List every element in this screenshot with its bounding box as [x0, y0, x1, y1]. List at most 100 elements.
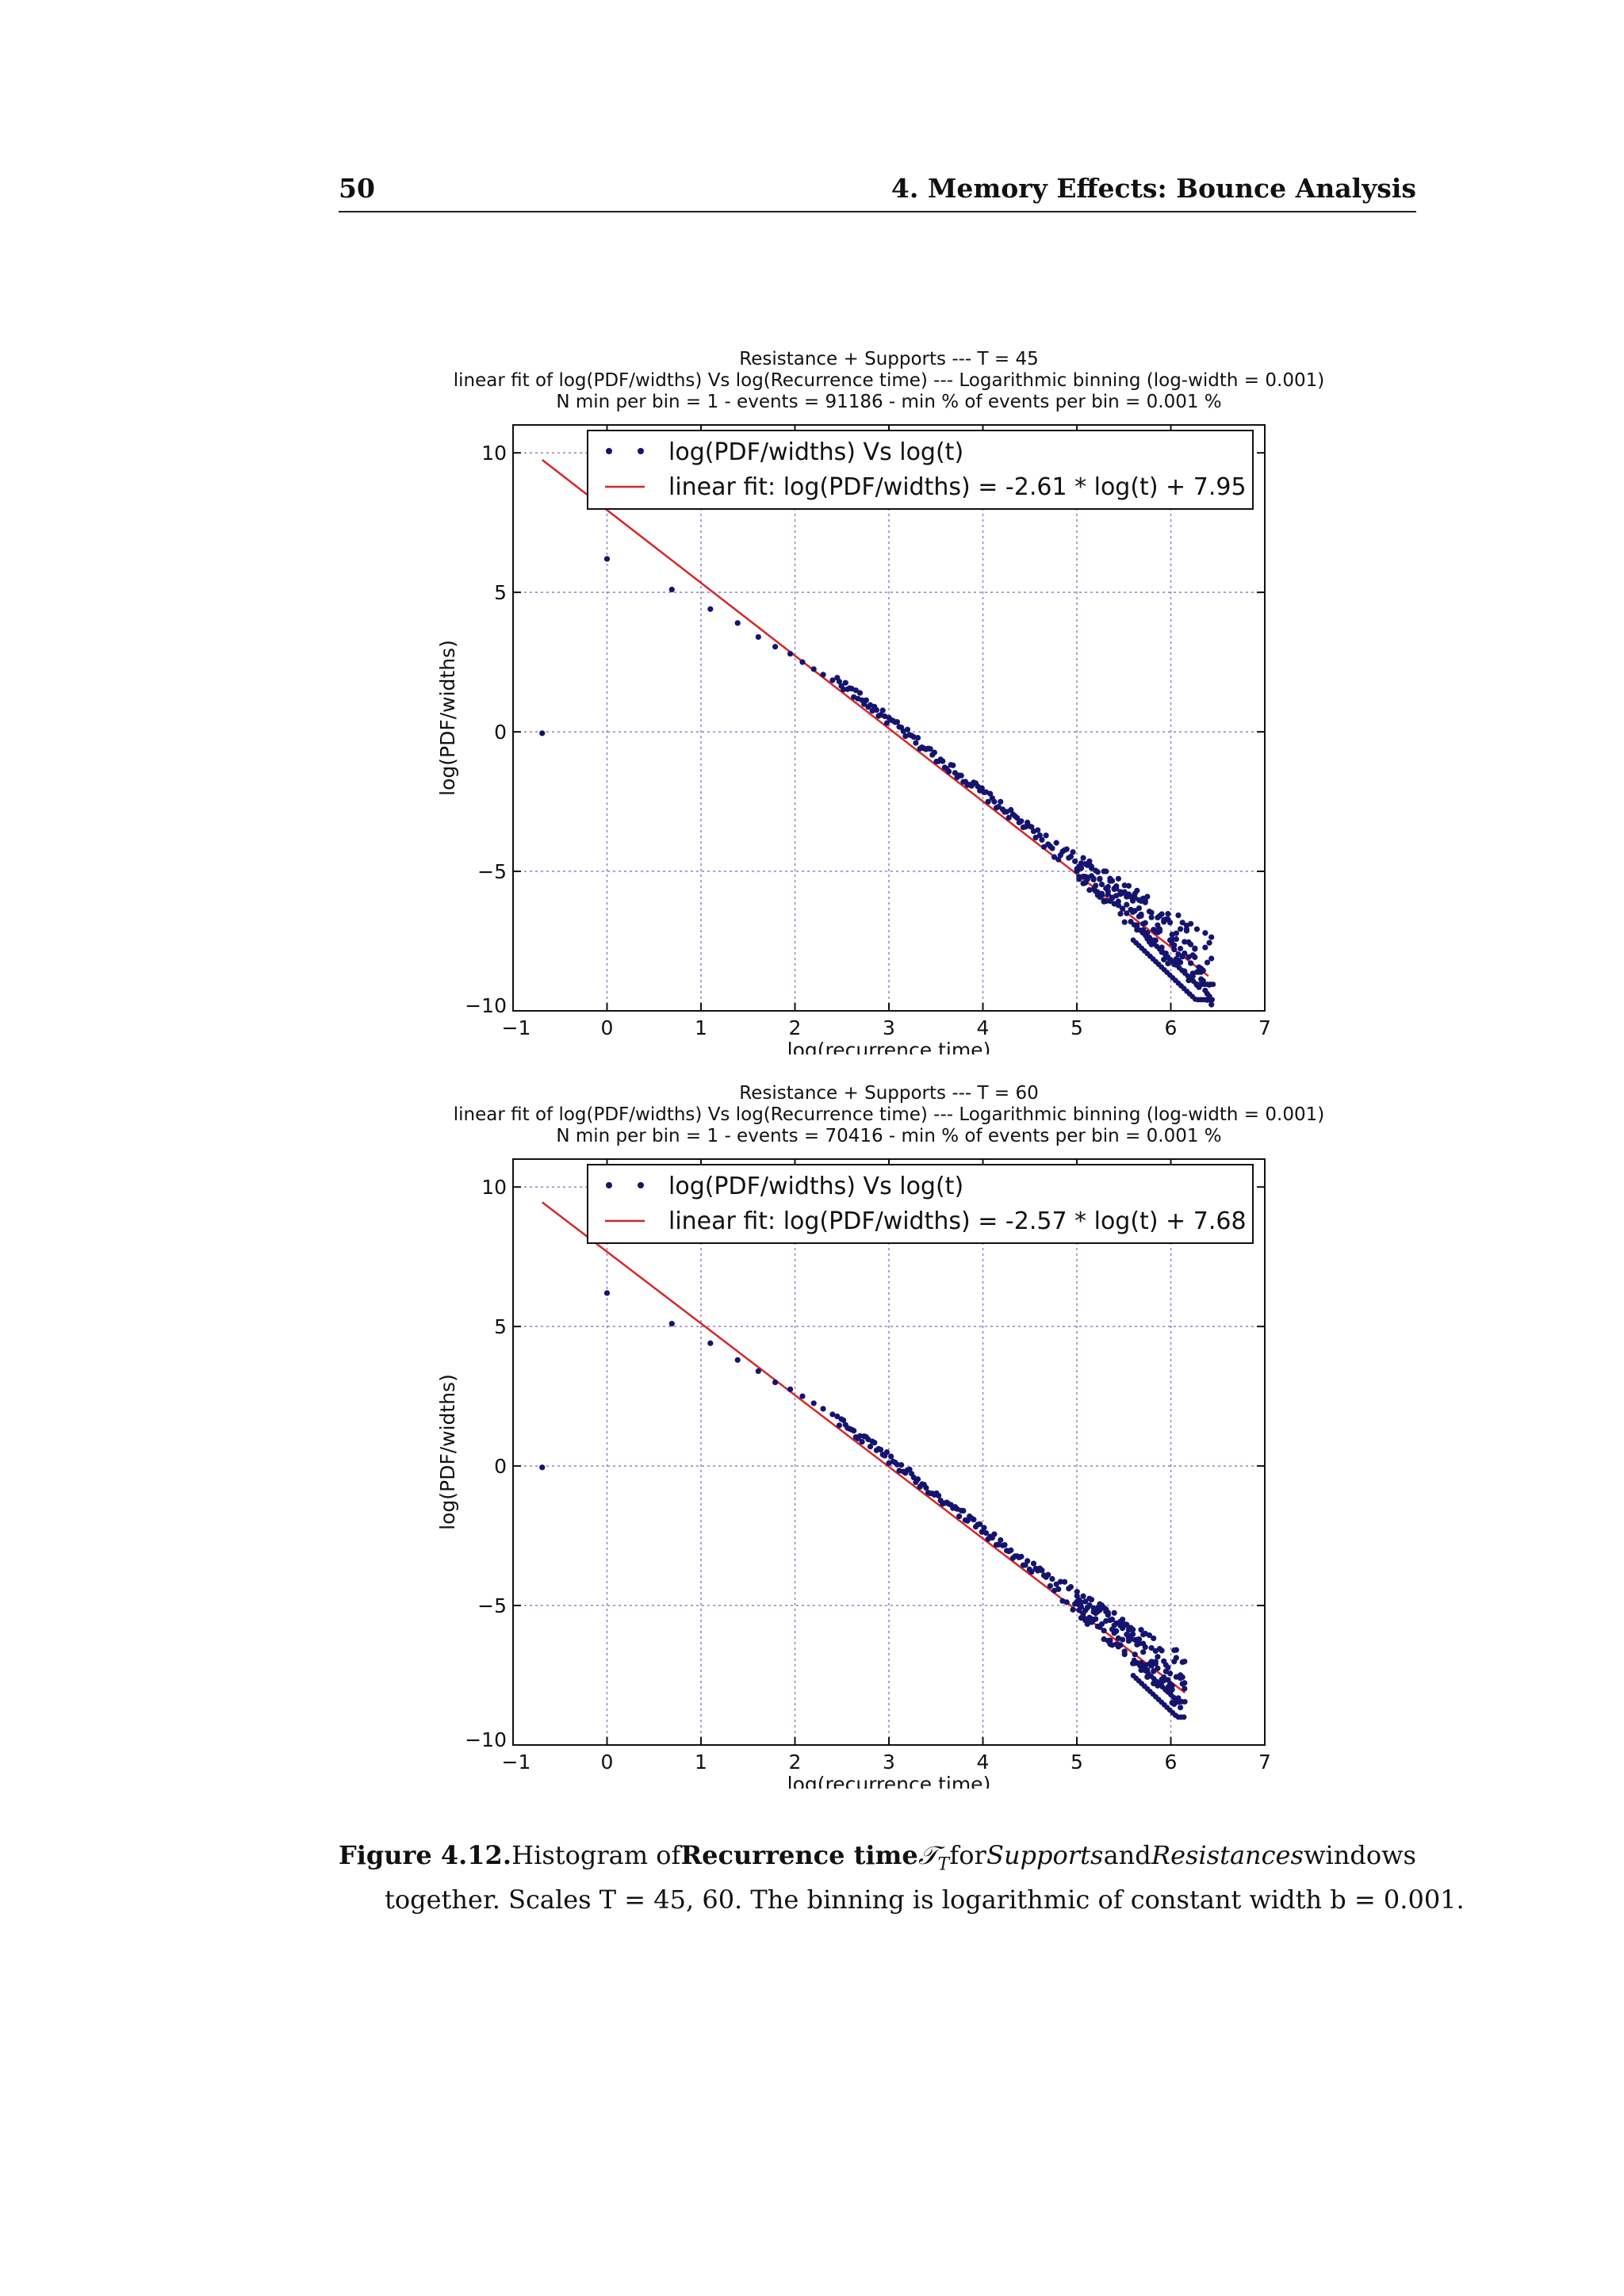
data-point [810, 1400, 817, 1406]
data-point [707, 606, 714, 612]
data-point [1206, 939, 1212, 946]
data-point [946, 768, 952, 775]
caption-italic-1: Supports [986, 1840, 1104, 1870]
data-point [1047, 1582, 1053, 1590]
y-tick-label: 0 [494, 721, 507, 744]
data-point [734, 1357, 741, 1363]
x-tick-label: 1 [695, 1016, 707, 1039]
data-point [1113, 886, 1120, 892]
data-point [1117, 911, 1124, 917]
data-point [898, 1462, 905, 1468]
data-point [1098, 881, 1105, 888]
data-point [1098, 890, 1105, 897]
data-point [1061, 1578, 1068, 1585]
data-point [1049, 1575, 1055, 1582]
data-point [1036, 832, 1043, 839]
data-point [1144, 894, 1151, 900]
data-point [981, 1525, 987, 1531]
data-point [1094, 869, 1101, 875]
data-point [1105, 891, 1111, 897]
y-tick-label: 0 [494, 1455, 507, 1478]
data-point [1166, 1670, 1174, 1677]
data-point [1063, 1599, 1070, 1605]
x-tick-label: 0 [601, 1016, 614, 1039]
data-point [952, 770, 959, 776]
data-point [1090, 875, 1097, 882]
data-point [1132, 1651, 1138, 1658]
data-point [1030, 1560, 1037, 1567]
data-point [1148, 909, 1155, 916]
data-point [914, 734, 921, 741]
data-point [1053, 1581, 1059, 1587]
x-tick-label: −1 [502, 1751, 531, 1774]
data-point [1109, 878, 1116, 884]
data-point [1173, 936, 1179, 943]
data-point [995, 803, 1002, 810]
data-point [985, 798, 991, 805]
data-point [1051, 854, 1058, 860]
data-point [1152, 1660, 1159, 1667]
y-tick-label: −10 [465, 994, 507, 1017]
x-tick-label: 6 [1165, 1016, 1178, 1039]
caption-text-1: Histogram of [511, 1840, 681, 1870]
data-point [1115, 875, 1121, 882]
data-point [1098, 1621, 1105, 1628]
data-point [1181, 1714, 1187, 1720]
data-point [1173, 930, 1179, 936]
data-point [1103, 868, 1109, 874]
data-point [1177, 945, 1184, 952]
data-point [1103, 898, 1109, 905]
y-tick-label: 5 [494, 1315, 507, 1338]
data-point [1179, 1674, 1185, 1681]
data-point [1043, 832, 1049, 839]
data-point [668, 587, 675, 593]
data-point [1080, 1593, 1086, 1599]
data-point [1159, 1647, 1165, 1654]
data-point [707, 1340, 714, 1346]
data-point [960, 1507, 967, 1514]
data-point [879, 707, 886, 714]
x-tick-label: 4 [977, 1751, 990, 1774]
y-axis-label: log(PDF/widths) [436, 1374, 459, 1530]
caption-symbol-sub: T [937, 1854, 950, 1875]
x-tick-label: 0 [601, 1751, 614, 1774]
data-point [1084, 1619, 1090, 1625]
data-point [1082, 1598, 1089, 1605]
data-point [1008, 806, 1014, 813]
data-point [1200, 967, 1206, 974]
data-point [982, 1529, 990, 1536]
data-point [1078, 1604, 1085, 1610]
data-point [950, 762, 956, 768]
data-point [787, 1386, 794, 1392]
data-point [799, 1393, 806, 1399]
data-point [820, 1406, 826, 1412]
data-point [1119, 1617, 1126, 1623]
x-tick-label: 2 [789, 1751, 802, 1774]
data-point [1208, 934, 1215, 940]
data-point [1171, 942, 1178, 948]
data-point [977, 1521, 983, 1528]
data-point [971, 1517, 977, 1523]
chart-title-line-0: Resistance + Supports --- T = 45 [739, 349, 1038, 369]
data-point [1072, 858, 1078, 864]
data-point [1067, 853, 1074, 860]
data-point [856, 1433, 864, 1439]
legend-marker-point [638, 1182, 644, 1188]
data-point [1165, 911, 1171, 917]
y-tick-label: 5 [494, 581, 507, 604]
data-point [1142, 920, 1148, 926]
data-point [1070, 849, 1076, 855]
caption-line-2: together. Scales T = 45, 60. The binning… [385, 1885, 1465, 1915]
data-point [1169, 1686, 1175, 1693]
data-point [1188, 960, 1194, 966]
data-point [1057, 1578, 1063, 1585]
data-point [1028, 824, 1035, 830]
data-point [1121, 882, 1128, 889]
data-point [668, 1321, 675, 1327]
data-point [1169, 1682, 1175, 1689]
data-point [1183, 926, 1190, 932]
data-point [810, 666, 817, 672]
data-point [1018, 818, 1025, 825]
data-point [1005, 814, 1012, 821]
data-point [1074, 1589, 1080, 1595]
